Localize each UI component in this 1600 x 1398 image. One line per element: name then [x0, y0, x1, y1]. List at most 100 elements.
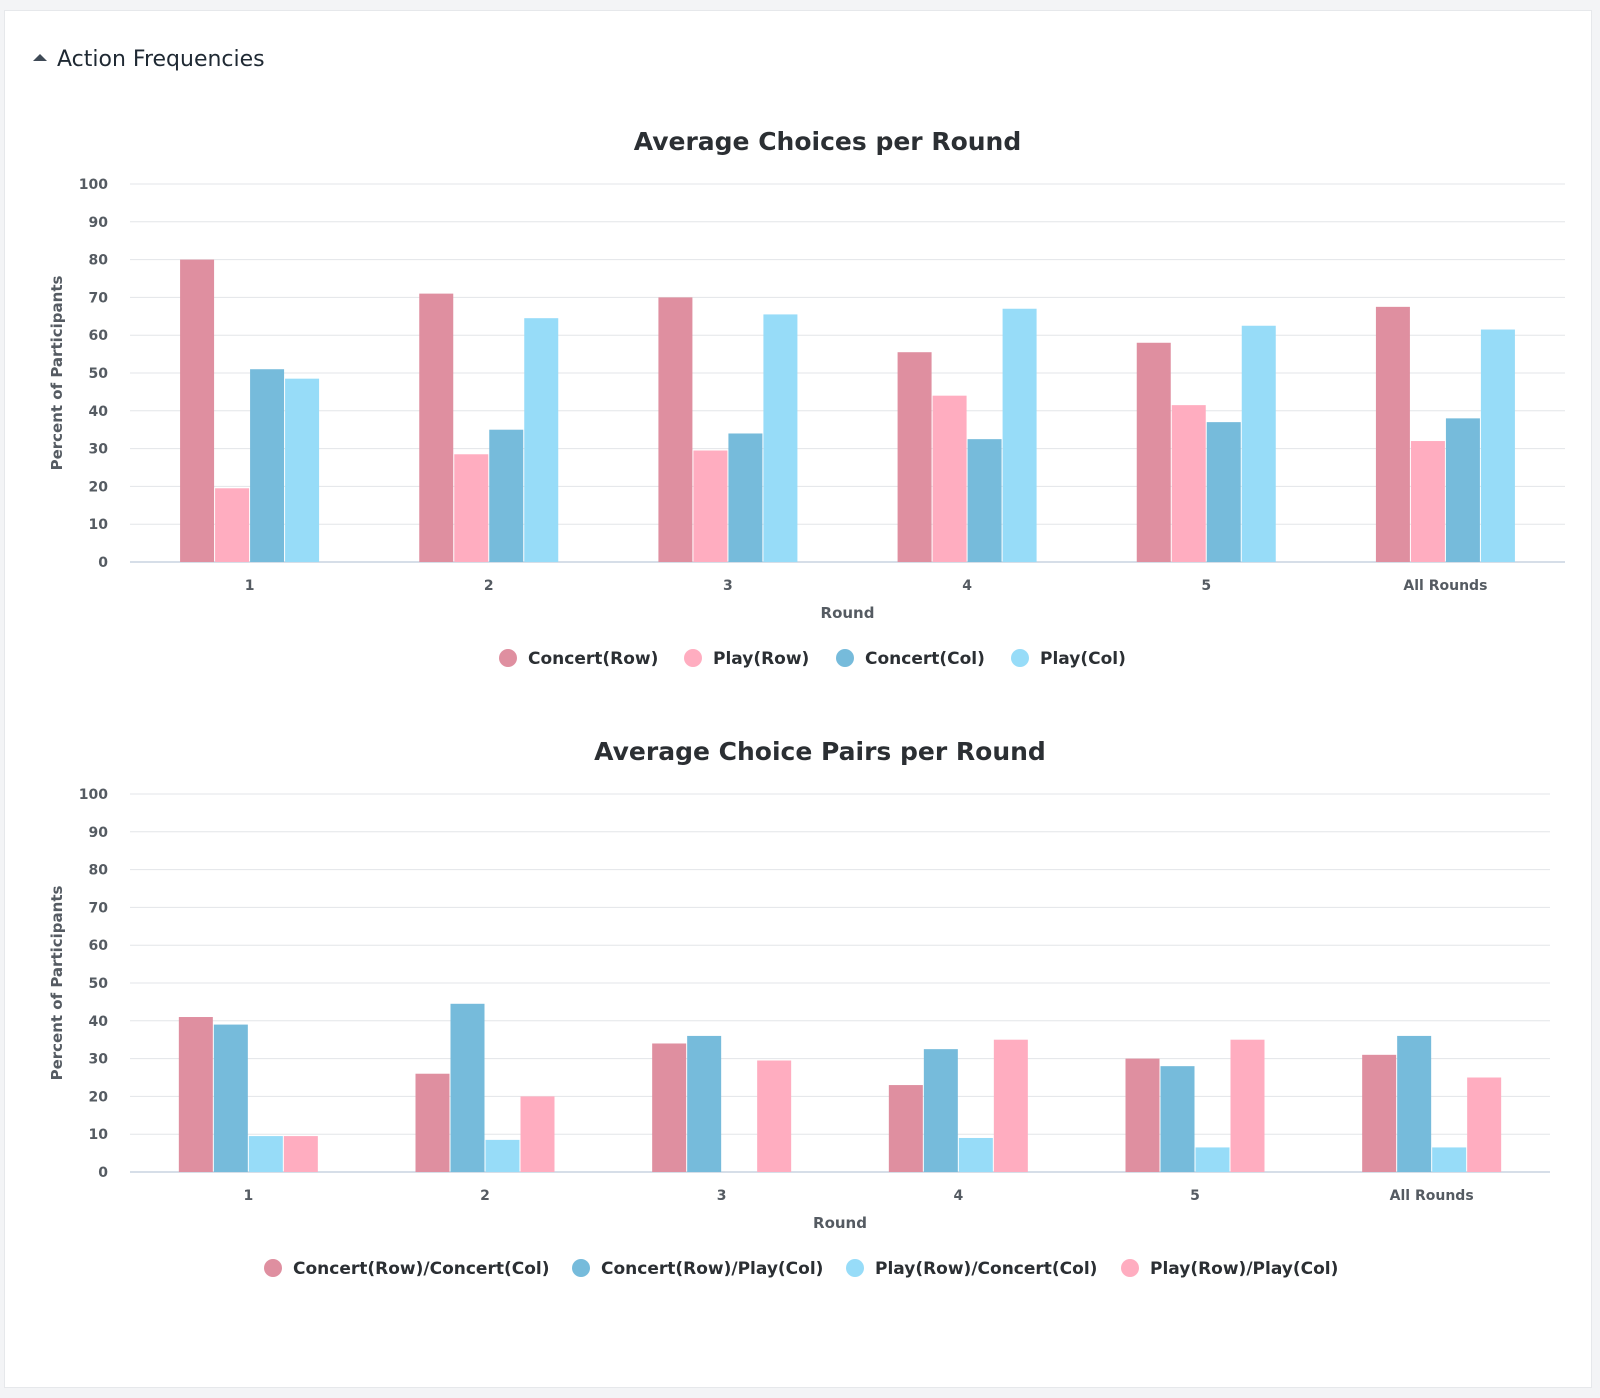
bar-play-row-round-4 — [932, 395, 967, 562]
bar-play-row-concert-col-round-4 — [958, 1137, 993, 1172]
bar-play-col-round-2 — [524, 318, 559, 562]
legend-label: Play(Col) — [1040, 649, 1126, 669]
bar-play-col-round-3 — [763, 314, 798, 562]
bar-concert-col-round-5 — [1206, 422, 1241, 562]
legend-item-concert-row-concert-col[interactable]: Concert(Row)/Concert(Col) — [264, 1259, 550, 1279]
bar-concert-row-round-5 — [1136, 342, 1171, 562]
legend-marker — [684, 649, 702, 667]
bar-play-row-concert-col-round-all-rounds — [1432, 1147, 1467, 1172]
bar-play-row-round-3 — [693, 450, 728, 562]
x-axis-label: Round — [821, 604, 875, 622]
legend-marker — [572, 1259, 590, 1277]
bar-play-col-round-all-rounds — [1480, 329, 1515, 562]
bar-play-row-round-2 — [454, 454, 489, 562]
caret-up-icon[interactable] — [33, 54, 47, 61]
chart-title: Average Choices per Round — [634, 127, 1022, 156]
legend-label: Concert(Row) — [528, 649, 658, 669]
bar-play-row-play-col-round-all-rounds — [1467, 1077, 1502, 1172]
legend-marker — [836, 649, 854, 667]
bar-play-row-concert-col-round-2 — [485, 1139, 520, 1172]
y-tick-label: 90 — [89, 215, 109, 231]
y-tick-label: 30 — [89, 1052, 109, 1068]
action-frequencies-toggle[interactable]: Action Frequencies — [33, 47, 265, 72]
bar-concert-row-concert-col-round-1 — [178, 1017, 213, 1172]
bar-play-row-play-col-round-3 — [757, 1060, 792, 1172]
y-tick-label: 20 — [89, 1089, 109, 1105]
bar-concert-row-play-col-round-2 — [450, 1003, 485, 1172]
bar-play-row-play-col-round-5 — [1230, 1039, 1265, 1172]
bar-concert-row-concert-col-round-4 — [888, 1085, 923, 1172]
bar-concert-row-round-4 — [897, 352, 932, 562]
legend-label: Concert(Col) — [865, 649, 985, 669]
bar-concert-row-play-col-round-4 — [923, 1049, 958, 1172]
y-tick-label: 10 — [89, 517, 109, 533]
bar-concert-row-play-col-round-3 — [687, 1035, 722, 1172]
panel-title: Action Frequencies — [57, 47, 265, 72]
bar-concert-col-round-3 — [728, 433, 763, 562]
bar-concert-row-round-2 — [419, 293, 454, 562]
legend-item-play-row[interactable]: Play(Row) — [684, 649, 809, 669]
legend-item-play-row-play-col[interactable]: Play(Row)/Play(Col) — [1121, 1259, 1338, 1279]
y-tick-label: 40 — [89, 1014, 109, 1030]
x-tick-label: 2 — [484, 578, 494, 594]
legend-marker — [1121, 1259, 1139, 1277]
legend-marker — [499, 649, 517, 667]
x-tick-label: 1 — [243, 1188, 253, 1204]
bar-concert-col-round-all-rounds — [1445, 418, 1480, 562]
legend-item-play-row-concert-col[interactable]: Play(Row)/Concert(Col) — [846, 1259, 1097, 1279]
bar-concert-row-concert-col-round-2 — [415, 1073, 450, 1172]
legend-label: Concert(Row)/Concert(Col) — [293, 1259, 550, 1279]
bar-play-col-round-5 — [1241, 325, 1276, 562]
bar-concert-row-round-3 — [658, 297, 693, 562]
bar-play-col-round-1 — [285, 378, 320, 562]
legend-marker — [1011, 649, 1029, 667]
y-tick-label: 0 — [98, 555, 108, 571]
y-tick-label: 80 — [89, 863, 109, 879]
bar-concert-row-play-col-round-1 — [213, 1024, 248, 1172]
chart-title: Average Choice Pairs per Round — [594, 737, 1046, 766]
legend-item-concert-row[interactable]: Concert(Row) — [499, 649, 658, 669]
bar-concert-col-round-2 — [489, 429, 524, 562]
bar-play-row-play-col-round-4 — [993, 1039, 1028, 1172]
bar-concert-row-play-col-round-all-rounds — [1397, 1035, 1432, 1172]
bar-play-row-play-col-round-1 — [283, 1136, 318, 1172]
y-tick-label: 30 — [89, 442, 109, 458]
legend-label: Concert(Row)/Play(Col) — [601, 1259, 823, 1279]
bar-concert-row-round-all-rounds — [1375, 306, 1410, 562]
y-tick-label: 70 — [89, 290, 109, 306]
x-tick-label: All Rounds — [1390, 1188, 1474, 1204]
x-tick-label: 3 — [723, 578, 733, 594]
average-choices-chart: Average Choices per Round 0 10 20 30 40 50 60 70… — [48, 127, 1565, 669]
bar-play-row-concert-col-round-5 — [1195, 1147, 1230, 1172]
y-tick-label: 60 — [89, 938, 109, 954]
bar-play-row-round-5 — [1171, 405, 1206, 562]
y-tick-label: 100 — [79, 177, 108, 193]
y-tick-label: 0 — [98, 1165, 108, 1181]
legend-item-concert-row-play-col[interactable]: Concert(Row)/Play(Col) — [572, 1259, 823, 1279]
y-tick-label: 90 — [89, 825, 109, 841]
bar-play-row-round-1 — [215, 488, 250, 562]
x-tick-label: 4 — [962, 578, 972, 594]
x-tick-label: 2 — [480, 1188, 490, 1204]
x-tick-label: 5 — [1201, 578, 1211, 594]
bar-concert-col-round-4 — [967, 439, 1002, 562]
legend-label: Play(Row) — [713, 649, 809, 669]
bar-play-row-round-all-rounds — [1410, 441, 1445, 562]
bar-concert-row-concert-col-round-all-rounds — [1362, 1054, 1397, 1172]
bar-concert-row-concert-col-round-3 — [652, 1043, 687, 1172]
legend-item-play-col[interactable]: Play(Col) — [1011, 649, 1126, 669]
y-tick-label: 20 — [89, 479, 109, 495]
y-tick-label: 70 — [89, 900, 109, 916]
y-tick-label: 40 — [89, 404, 109, 420]
bar-concert-row-concert-col-round-5 — [1125, 1058, 1160, 1172]
average-choice-pairs-chart: Average Choice Pairs per Round 0 10 20 30 40 5… — [48, 737, 1550, 1279]
bar-concert-col-round-1 — [250, 369, 285, 562]
y-axis-label: Percent of Participants — [48, 886, 66, 1081]
y-tick-label: 60 — [89, 328, 109, 344]
legend-item-concert-col[interactable]: Concert(Col) — [836, 649, 985, 669]
y-tick-label: 50 — [89, 366, 109, 382]
x-tick-label: 5 — [1190, 1188, 1200, 1204]
x-tick-label: 1 — [245, 578, 255, 594]
x-axis-label: Round — [813, 1214, 867, 1232]
x-tick-label: 3 — [717, 1188, 727, 1204]
